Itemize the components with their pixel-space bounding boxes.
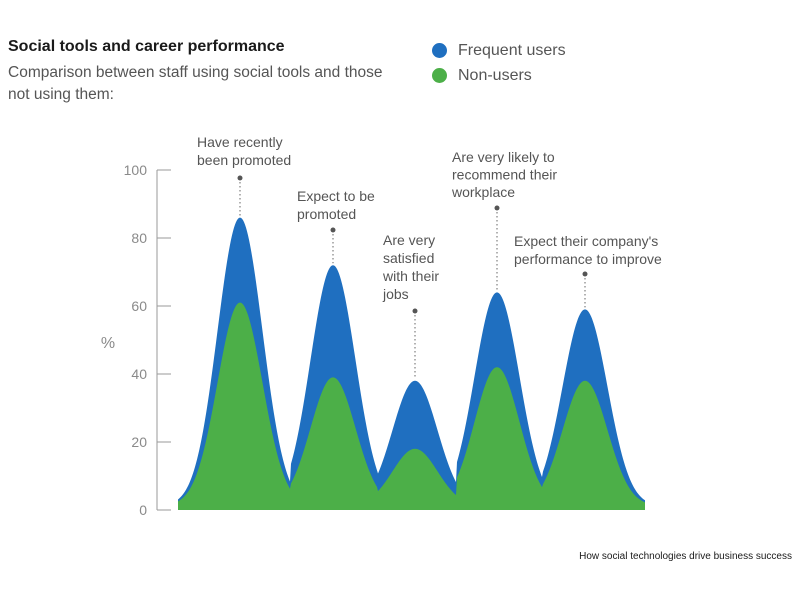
annotation-text: jobs: [382, 286, 409, 302]
legend-label-frequent-users: Frequent users: [458, 41, 566, 59]
annotation-text: Expect to be: [297, 188, 375, 204]
area-frequent-users: [178, 217, 645, 510]
annotation-text: recommend their: [452, 167, 557, 183]
annotation-text: with their: [382, 268, 439, 284]
area-non-users: [178, 302, 645, 510]
annotation-text: Are very likely to: [452, 149, 555, 165]
annotation-text: satisfied: [383, 250, 434, 266]
legend-item-non-users: Non-users: [432, 63, 566, 88]
chart-title: Social tools and career performance: [8, 38, 285, 55]
leader-dot: [494, 205, 500, 211]
annotation-text: Are very: [383, 232, 435, 248]
annotation-text: been promoted: [197, 152, 291, 168]
annotation-text: promoted: [297, 206, 356, 222]
y-tick-label: 100: [124, 162, 148, 178]
leader-dot: [582, 271, 588, 277]
chart-subtitle: Comparison between staff using social to…: [8, 64, 383, 103]
legend-swatch-frequent-users: [432, 43, 447, 58]
y-tick-label: 40: [131, 366, 147, 382]
annotation-text: performance to improve: [514, 251, 662, 267]
leader-dot: [330, 227, 336, 233]
y-axis-title: %: [101, 335, 115, 352]
leader-dot: [237, 175, 243, 181]
y-tick-label: 80: [131, 230, 147, 246]
y-tick-label: 20: [131, 434, 147, 450]
legend-label-non-users: Non-users: [458, 66, 532, 84]
annotation-text: workplace: [451, 184, 515, 200]
leader-dot: [412, 308, 418, 314]
y-tick-label: 0: [139, 502, 147, 518]
legend: Frequent users Non-users: [432, 38, 566, 88]
y-tick-label: 60: [131, 298, 147, 314]
source-note: How social technologies drive business s…: [579, 551, 792, 562]
legend-item-frequent-users: Frequent users: [432, 38, 566, 63]
annotation-text: Have recently: [197, 134, 283, 150]
legend-swatch-non-users: [432, 68, 447, 83]
annotation-text: Expect their company's: [514, 233, 658, 249]
